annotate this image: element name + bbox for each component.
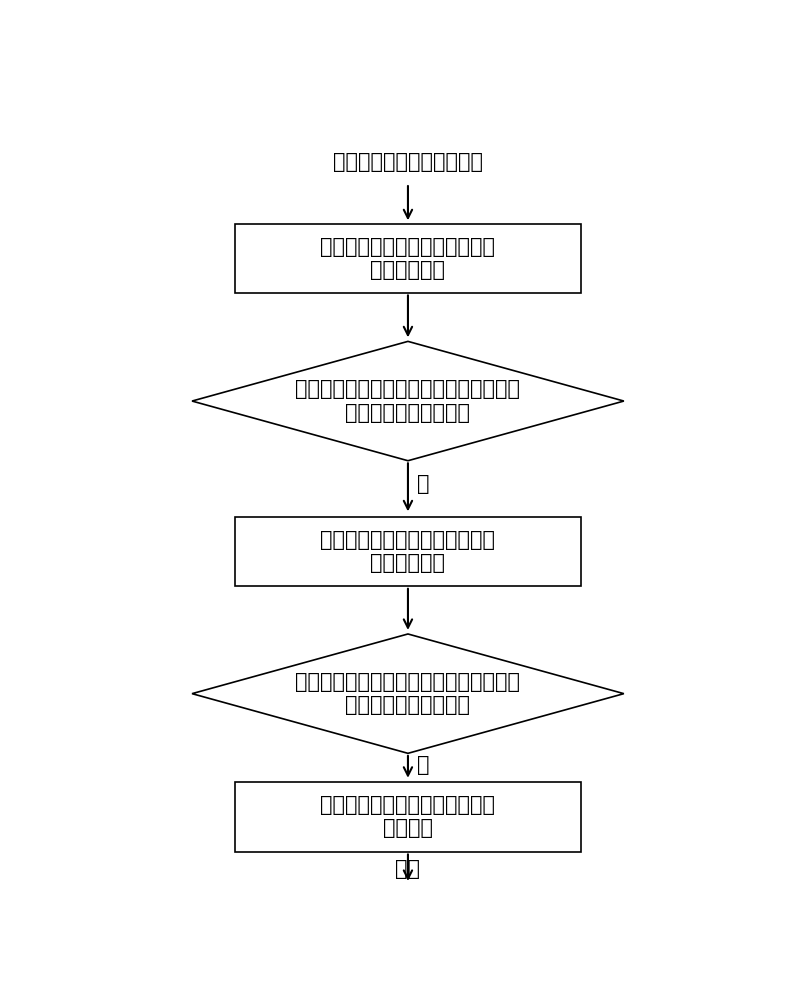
FancyBboxPatch shape — [236, 782, 581, 852]
Polygon shape — [192, 634, 624, 753]
Text: 退出: 退出 — [396, 859, 420, 879]
Text: 电机输出扭矩降低至目标输出扭
矩，重新计时: 电机输出扭矩降低至目标输出扭 矩，重新计时 — [321, 530, 495, 573]
Text: 电机转速在堵转转速范围内: 电机转速在堵转转速范围内 — [333, 152, 483, 172]
Polygon shape — [192, 341, 624, 461]
FancyBboxPatch shape — [236, 224, 581, 293]
Text: 是: 是 — [417, 755, 430, 775]
FancyBboxPatch shape — [236, 517, 581, 586]
Text: 判断电机在最大输出扭矩下持续运行时间
是否大于第一设定时长: 判断电机在最大输出扭矩下持续运行时间 是否大于第一设定时长 — [295, 379, 521, 423]
Text: 判断电机在目标输出扭矩下持续运行时间
是否大于第二设定时长: 判断电机在目标输出扭矩下持续运行时间 是否大于第二设定时长 — [295, 672, 521, 715]
Text: 确定电机堵转故障，并上报堵转
故障信息: 确定电机堵转故障，并上报堵转 故障信息 — [321, 795, 495, 838]
Text: 当电机输出扭矩为最大输出扭矩
时，开始计时: 当电机输出扭矩为最大输出扭矩 时，开始计时 — [321, 237, 495, 280]
Text: 是: 是 — [417, 474, 430, 494]
